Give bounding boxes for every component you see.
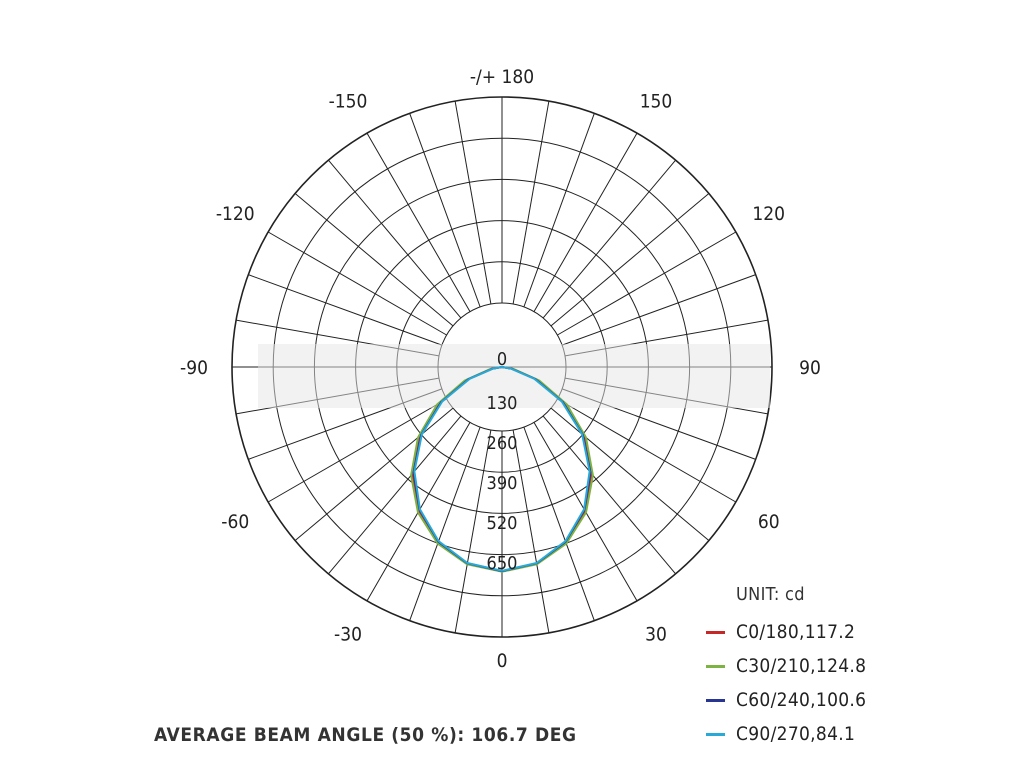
legend-item-0: C0/180,117.2 xyxy=(706,615,866,649)
radial-label-4: 520 xyxy=(487,513,518,534)
radial-label-2: 260 xyxy=(487,433,518,454)
angle-label-right-0: 150 xyxy=(640,90,673,112)
spoke-300 xyxy=(267,398,447,503)
spoke-50 xyxy=(550,407,710,541)
spoke-160 xyxy=(523,113,595,308)
spoke-210 xyxy=(366,132,471,312)
legend-item-2: C60/240,100.6 xyxy=(706,683,866,717)
spoke-250 xyxy=(248,274,443,346)
spoke-120 xyxy=(557,231,737,336)
unit-label: UNIT: cd xyxy=(736,584,805,605)
spoke-190 xyxy=(454,101,492,305)
spoke-150 xyxy=(533,132,638,312)
legend-label-0: C0/180,117.2 xyxy=(736,621,856,643)
radial-label-5: 650 xyxy=(487,553,518,574)
spoke-40 xyxy=(542,415,676,575)
legend: UNIT: cd C0/180,117.2 C30/210,124.8 C60/24… xyxy=(706,584,866,751)
series-curve-3 xyxy=(413,366,591,572)
spoke-350 xyxy=(454,429,492,633)
spoke-20 xyxy=(523,426,595,621)
spoke-240 xyxy=(267,231,447,336)
intensity-curves xyxy=(410,366,594,573)
legend-swatch-2 xyxy=(706,698,725,702)
angle-label-left-2: -90 xyxy=(180,357,208,379)
legend-label-3: C90/270,84.1 xyxy=(736,723,856,745)
angle-label-top: -/+ 180 xyxy=(470,66,534,88)
angle-label-right-3: 60 xyxy=(758,511,780,533)
spoke-10 xyxy=(512,429,550,633)
angle-label-left-4: -30 xyxy=(334,624,362,646)
spoke-130 xyxy=(550,193,710,327)
legend-item-1: C30/210,124.8 xyxy=(706,649,866,683)
beam-angle-annotation: AVERAGE BEAM ANGLE (50 %): 106.7 DEG xyxy=(154,724,577,746)
radial-label-3: 390 xyxy=(487,473,518,494)
spoke-340 xyxy=(409,426,481,621)
watermark-logo xyxy=(258,344,770,408)
angle-label-right-4: 30 xyxy=(645,624,667,646)
angle-label-left-0: -150 xyxy=(329,90,368,112)
angle-label-bottom: 0 xyxy=(497,650,508,672)
angle-label-left-3: -60 xyxy=(221,511,249,533)
legend-swatch-0 xyxy=(706,630,725,634)
angle-label-right-1: 120 xyxy=(752,203,785,225)
legend-label-2: C60/240,100.6 xyxy=(736,689,867,711)
radial-label-1: 130 xyxy=(487,393,518,414)
spoke-220 xyxy=(328,159,462,319)
angle-label-right-2: 90 xyxy=(799,357,821,379)
spoke-230 xyxy=(294,193,454,327)
watermark-band xyxy=(258,344,770,408)
angle-label-left-1: -120 xyxy=(216,203,255,225)
legend-swatch-3 xyxy=(706,732,725,736)
radial-label-0: 0 xyxy=(497,349,507,370)
legend-swatch-1 xyxy=(706,664,725,668)
legend-item-3: C90/270,84.1 xyxy=(706,717,866,751)
legend-label-1: C30/210,124.8 xyxy=(736,655,867,677)
spoke-60 xyxy=(557,398,737,503)
spoke-110 xyxy=(561,274,756,346)
spoke-310 xyxy=(294,407,454,541)
spoke-320 xyxy=(328,415,462,575)
polar-labels: -/+ 180 0 -150 150 -120 120 -90 90 -60 60 -30 30 0 13… xyxy=(180,66,821,672)
spoke-200 xyxy=(409,113,481,308)
spoke-170 xyxy=(512,101,550,305)
spoke-140 xyxy=(542,159,676,319)
